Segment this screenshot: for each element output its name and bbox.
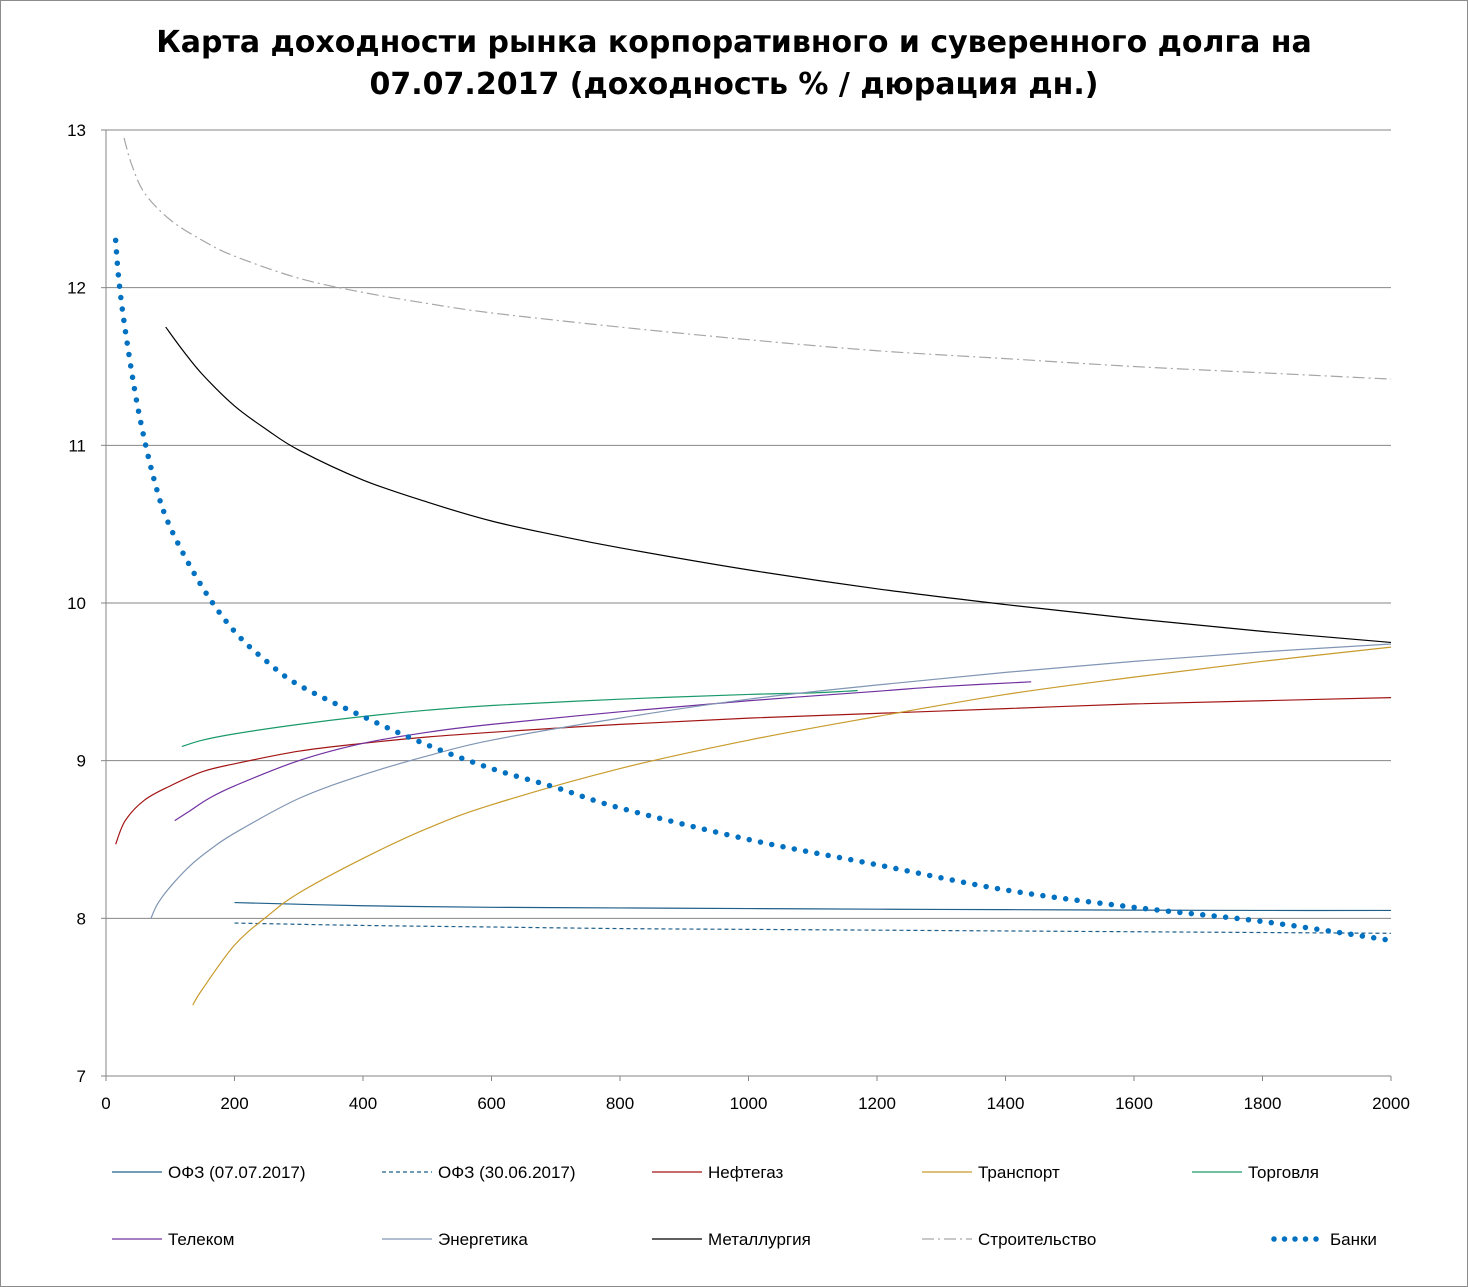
legend-label-7: Энергетика <box>438 1230 528 1249</box>
legend-label-5: Торговля <box>1248 1163 1319 1182</box>
x-tick-label: 0 <box>101 1094 110 1113</box>
x-tick-label: 1200 <box>858 1094 896 1113</box>
x-tick-label: 2000 <box>1372 1094 1410 1113</box>
legend: ОФЗ (07.07.2017) ОФЗ (30.06.2017) Нефтегаз… <box>112 1163 1377 1249</box>
series-line-5 <box>181 689 858 748</box>
x-tick-label: 400 <box>349 1094 377 1113</box>
series-layer <box>112 137 1394 1006</box>
axis-layer: 7 8 9 10 11 12 13 0 200 400 600 800 1000 1200 1400 1600… <box>67 121 1410 1113</box>
legend-label-1: ОФЗ (07.07.2017) <box>168 1163 306 1182</box>
x-tick-label: 1600 <box>1115 1094 1153 1113</box>
series-line-7 <box>150 643 1392 919</box>
legend-label-4: Транспорт <box>978 1163 1060 1182</box>
series-line-6 <box>174 681 1032 822</box>
x-tick-label: 1800 <box>1244 1094 1282 1113</box>
x-tick-label: 600 <box>477 1094 505 1113</box>
y-tick-label: 8 <box>77 909 86 928</box>
legend-label-8: Металлургия <box>708 1230 811 1249</box>
chart-title-line2: 07.07.2017 (доходность % / дюрация дн.) <box>369 67 1099 102</box>
series-line-4 <box>192 646 1392 1006</box>
series-line-10 <box>112 237 1394 944</box>
y-tick-label: 11 <box>68 436 86 455</box>
x-tick-label: 200 <box>220 1094 248 1113</box>
series-line-9 <box>123 137 1392 380</box>
y-tick-label: 10 <box>67 594 86 613</box>
chart-title-line1: Карта доходности рынка корпоративного и … <box>156 25 1312 60</box>
y-tick-label: 9 <box>77 752 86 771</box>
legend-label-2: ОФЗ (30.06.2017) <box>438 1163 576 1182</box>
series-line-8 <box>165 326 1392 644</box>
series-line-2 <box>234 922 1392 934</box>
legend-label-9: Строительство <box>978 1230 1096 1249</box>
y-tick-label: 12 <box>67 279 86 298</box>
x-tick-label: 800 <box>606 1094 634 1113</box>
grid-layer <box>106 129 1391 919</box>
x-tick-label: 1400 <box>987 1094 1025 1113</box>
y-tick-label: 7 <box>77 1067 86 1086</box>
chart-title: Карта доходности рынка корпоративного и … <box>0 22 1468 106</box>
legend-label-6: Телеком <box>168 1230 234 1249</box>
legend-label-3: Нефтегаз <box>708 1163 783 1182</box>
series-line-1 <box>234 901 1392 912</box>
y-tick-label: 13 <box>67 121 86 140</box>
legend-label-10: Банки <box>1330 1230 1377 1249</box>
series-line-3 <box>115 697 1392 845</box>
x-tick-label: 1000 <box>730 1094 768 1113</box>
